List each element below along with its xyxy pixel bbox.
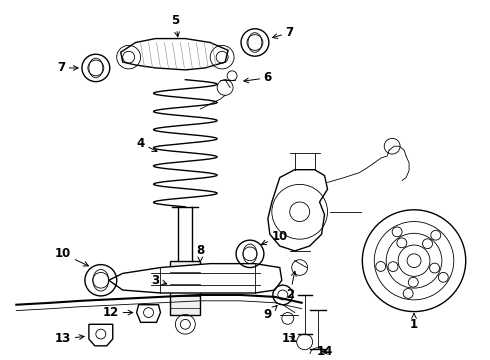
- Text: 2: 2: [286, 271, 296, 301]
- Text: 1: 1: [410, 313, 418, 331]
- Polygon shape: [89, 324, 113, 346]
- Text: 10: 10: [262, 230, 288, 245]
- Text: 7: 7: [57, 62, 78, 75]
- Polygon shape: [171, 261, 200, 315]
- Text: 3: 3: [151, 274, 167, 287]
- Text: 12: 12: [102, 306, 133, 319]
- Polygon shape: [137, 305, 161, 322]
- Text: 14: 14: [317, 345, 333, 358]
- Text: 9: 9: [264, 306, 277, 321]
- Text: 5: 5: [172, 14, 179, 37]
- Text: 8: 8: [196, 244, 204, 262]
- Polygon shape: [109, 264, 282, 293]
- Text: 10: 10: [55, 247, 88, 266]
- Text: 13: 13: [55, 333, 84, 346]
- Text: 11: 11: [282, 333, 298, 346]
- Text: 7: 7: [272, 26, 294, 39]
- Polygon shape: [268, 170, 327, 251]
- Text: 4: 4: [137, 137, 157, 152]
- Text: 6: 6: [244, 71, 272, 84]
- Polygon shape: [121, 39, 228, 70]
